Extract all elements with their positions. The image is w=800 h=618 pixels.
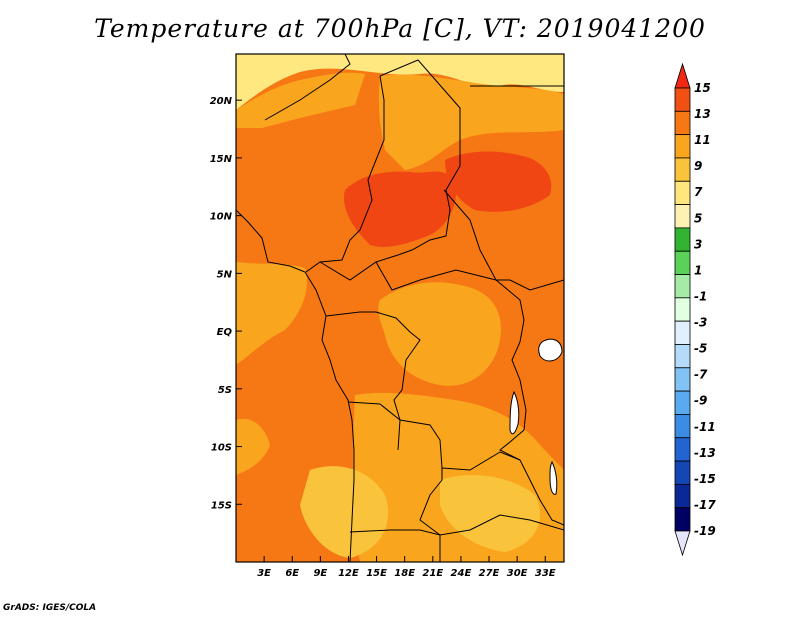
- grads-credit: GrADS: IGES/COLA: [3, 603, 97, 613]
- lon-label: 30E: [507, 568, 528, 579]
- lon-label: 27E: [479, 568, 500, 579]
- chart-title: Temperature at 700hPa [C], VT: 201904120…: [94, 14, 706, 43]
- lon-label: 24E: [451, 568, 472, 579]
- lat-label: 20N: [210, 96, 233, 107]
- colorbar-label: 9: [694, 159, 702, 173]
- colorbar-box: [674, 414, 691, 439]
- colorbar-box: [674, 483, 691, 509]
- colorbar-label: -5: [694, 342, 707, 356]
- lat-label: 5N: [217, 269, 233, 280]
- colorbar-label: -9: [694, 394, 707, 408]
- lake-victoria: [538, 338, 563, 362]
- region-south-7to9: [300, 466, 541, 558]
- border-car: [319, 261, 497, 291]
- border-northern-arc: [264, 54, 351, 121]
- colorbar-top-arrow: [674, 62, 691, 89]
- colorbar-label: -19: [694, 524, 716, 538]
- boundary-lines: [236, 54, 564, 562]
- colorbar-box: [674, 297, 691, 322]
- border-chad-west: [305, 75, 385, 273]
- region-northeast-9to11: [378, 74, 564, 170]
- lon-label: 21E: [422, 568, 443, 579]
- lat-label: EQ: [217, 327, 233, 338]
- lon-label: 3E: [257, 568, 271, 579]
- colorbar-box: [674, 344, 691, 369]
- colorbar-label: -17: [694, 498, 716, 512]
- colorbar-label: 7: [694, 185, 703, 199]
- lat-label: 5S: [218, 385, 232, 396]
- lon-label: 6E: [285, 568, 299, 579]
- colorbar-label: 15: [694, 81, 711, 95]
- colorbar-bottom-arrow: [674, 530, 691, 557]
- lake-tanganyika: [509, 390, 520, 435]
- colorbar-box: [674, 134, 691, 159]
- colorbar-box: [674, 320, 691, 345]
- latitude-axis: 20N 15N 10N 5N EQ 5S 10S 15S: [210, 96, 242, 511]
- coastline-west: [236, 209, 355, 562]
- lat-label: 15S: [211, 500, 232, 511]
- lat-label: 10S: [211, 443, 232, 454]
- colorbar-box: [674, 227, 691, 252]
- border-cameroon-congo: [325, 311, 421, 451]
- colorbar-label: -1: [694, 289, 707, 303]
- lat-label: 15N: [210, 154, 233, 165]
- colorbar-label: 3: [694, 237, 702, 251]
- colorbar-box: [674, 437, 691, 462]
- colorbar-box: [674, 157, 691, 182]
- colorbar-label: 1: [694, 263, 702, 277]
- colorbar-box: [674, 507, 691, 532]
- region-sudan-core-13to15: [445, 151, 552, 212]
- lat-label: 10N: [210, 212, 233, 223]
- colorbar-label: -15: [694, 472, 716, 486]
- map-frame: [235, 53, 565, 563]
- colorbar-label: 11: [694, 133, 711, 147]
- lon-label: 18E: [394, 568, 415, 579]
- colorbar-label: 13: [694, 107, 711, 121]
- region-central-core-13to15: [344, 171, 457, 247]
- temperature-field: [236, 54, 564, 562]
- border-south: [349, 514, 564, 536]
- lon-label: 15E: [366, 568, 387, 579]
- colorbar-label: -7: [694, 368, 708, 382]
- lon-label: 33E: [535, 568, 556, 579]
- colorbar-box: [674, 274, 691, 299]
- colorbar-box: [674, 180, 691, 205]
- colorbar-box: [674, 367, 691, 392]
- border-zambia: [441, 451, 564, 526]
- lon-label: 12E: [338, 568, 359, 579]
- lon-label: 9E: [313, 568, 327, 579]
- colorbar-box: [674, 390, 691, 415]
- colorbar-box: [674, 110, 691, 136]
- colorbar-box: [674, 250, 691, 275]
- colorbar-label: 5: [694, 211, 702, 225]
- border-drc-east: [495, 279, 527, 461]
- longitude-axis: 3E 6E 9E 12E 15E 18E 21E 24E 27E 30E 33E: [257, 556, 556, 579]
- colorbar-box: [674, 460, 691, 485]
- colorbar-box: [674, 204, 691, 229]
- colorbar-box: [674, 87, 691, 112]
- colorbar: 15 13 11 9 7 5 3 1 -1 -3 -5 -7 -9 -11 -13 -15 -17 -19: [674, 62, 716, 557]
- region-congo-basin-9to11: [378, 282, 501, 386]
- region-sahara-north-warm: [236, 54, 564, 110]
- lakes: [509, 338, 563, 495]
- lake-malawi: [549, 460, 558, 495]
- colorbar-label: -11: [694, 420, 716, 434]
- colorbar-label: -13: [694, 446, 716, 460]
- region-northwest-9to11: [236, 72, 365, 128]
- border-chad-east: [375, 59, 461, 263]
- colorbar-label: -3: [694, 316, 707, 330]
- region-atlantic-9to11: [236, 262, 308, 475]
